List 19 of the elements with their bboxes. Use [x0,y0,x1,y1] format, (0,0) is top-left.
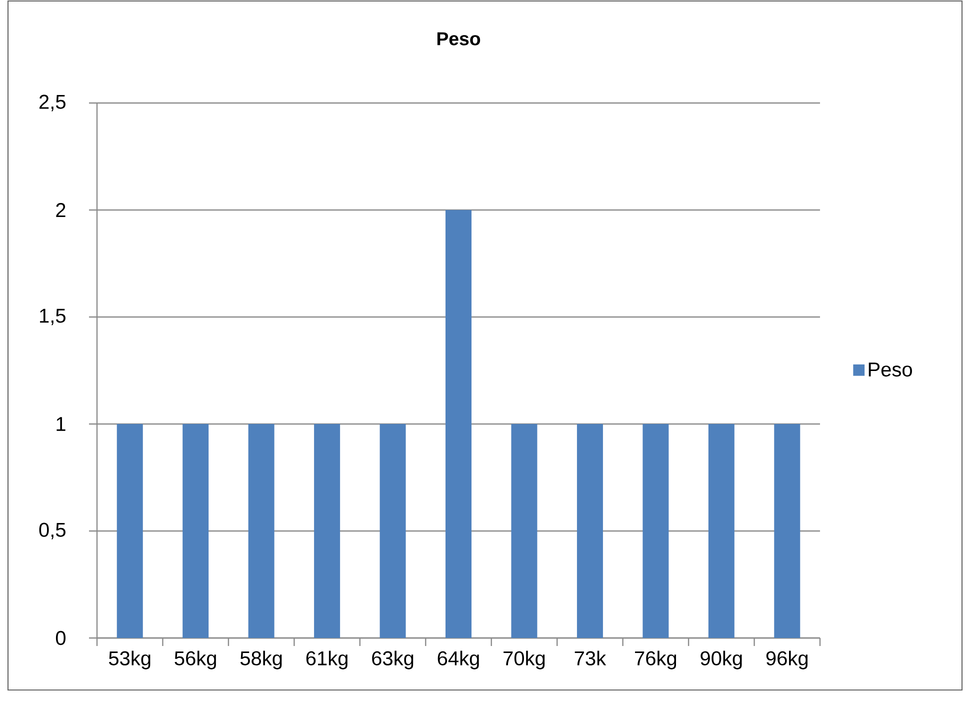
y-tick-label: 2,5 [39,94,66,112]
y-tick-label: 0 [56,630,66,646]
y-tick-label: 0,5 [39,522,66,540]
x-tick-label: 53kg [108,650,150,670]
x-tick-label: 73k [574,650,606,666]
x-tick-label: 64kg [438,650,479,670]
x-tick-label: 76kg [635,650,676,670]
x-tick-label: 56kg [174,650,216,670]
x-tick-label: 70kg [504,650,545,670]
y-tick-label: 2 [56,203,66,217]
x-tick-label: 61kg [306,650,348,670]
x-tick-label: 96kg [766,650,808,670]
x-tick-label: 90kg [700,650,742,670]
x-tick-label: 58kg [240,650,282,670]
x-tick-label: 63kg [372,650,414,670]
y-tick-label: 1 [56,417,66,431]
y-tick-label: 1,5 [40,308,66,326]
legend-label: Peso [868,362,912,377]
chart-title: Peso [437,32,480,46]
